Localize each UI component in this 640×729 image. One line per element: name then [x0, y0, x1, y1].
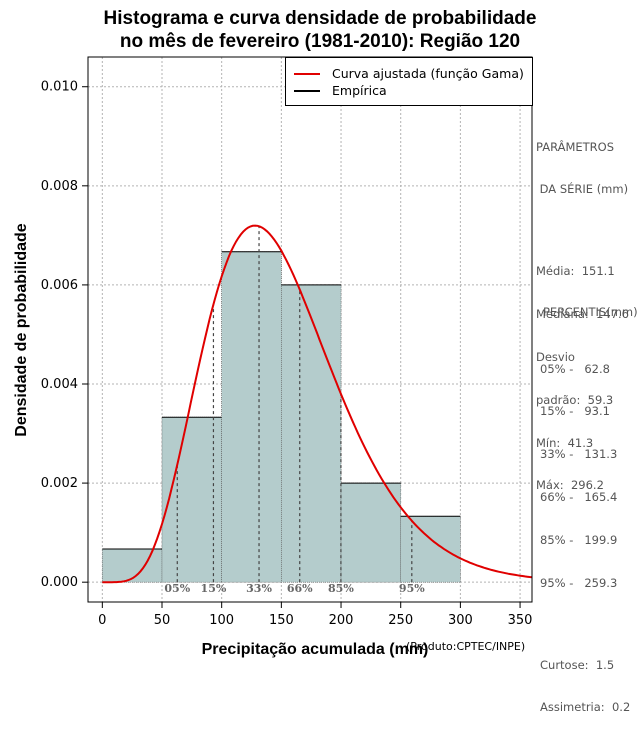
percentile-15: 15% - 93.1: [540, 404, 610, 419]
legend: Curva ajustada (função Gama) Empírica: [285, 57, 533, 106]
stat-std: padrão: 59.3: [536, 392, 614, 407]
y-tick-label: 0.000: [41, 575, 78, 590]
x-tick-label: 200: [329, 613, 354, 628]
legend-label-curve: Curva ajustada (função Gama): [332, 66, 524, 81]
side-panel-percentiles-title: PERCENTIS(mm): [543, 305, 638, 319]
x-tick-label: 0: [98, 613, 106, 628]
percentile-label: 95%: [399, 582, 425, 595]
percentile-85: 85% - 199.9: [540, 533, 618, 548]
stat-std-label: Desvio: [536, 349, 575, 364]
product-credit: (Produto:CPTEC/INPE): [406, 640, 526, 653]
x-tick-label: 350: [508, 613, 533, 628]
legend-swatch-curve: [294, 72, 320, 75]
histogram-bar: [161, 416, 222, 583]
percentile-66: 66% - 165.4: [540, 490, 618, 505]
legend-swatch-empirical: [294, 89, 320, 92]
histogram-bar: [400, 515, 461, 583]
stat-mean: Média: 151.1: [536, 263, 615, 278]
x-tick-label: 100: [209, 613, 234, 628]
histogram-bar: [221, 251, 282, 583]
stat-max: Máx: 296.2: [536, 478, 604, 493]
histogram-bar: [281, 284, 342, 583]
x-tick-label: 150: [269, 613, 294, 628]
legend-item-curve: Curva ajustada (função Gama): [294, 66, 524, 81]
stat-skewness: Assimetria: 0.2: [540, 700, 631, 715]
percentile-label: 85%: [328, 582, 354, 595]
percentile-33: 33% - 131.3: [540, 447, 618, 462]
percentile-label: 33%: [246, 582, 272, 595]
percentile-label: 05%: [164, 582, 190, 595]
y-tick-label: 0.008: [41, 179, 78, 194]
x-axis-label: Precipitação acumulada (mm): [201, 641, 429, 658]
percentile-label: 15%: [201, 582, 227, 595]
legend-item-empirical: Empírica: [294, 83, 387, 98]
y-axis-label: Densidade de probabilidade: [13, 223, 30, 437]
histogram-bar: [102, 548, 163, 583]
y-tick-label: 0.002: [41, 476, 78, 491]
x-tick-label: 250: [388, 613, 413, 628]
stat-min: Mín: 41.3: [536, 435, 594, 450]
chart-title-line1: Histograma e curva densidade de probabil…: [103, 8, 537, 29]
side-panel-parameters: PARÂMETROS DA SÉRIE (mm) Média: 151.1 Me…: [536, 111, 629, 507]
x-tick-label: 300: [448, 613, 473, 628]
chart-title-line2: no mês de fevereiro (1981-2010): Região …: [119, 31, 521, 52]
percentile-05: 05% - 62.8: [540, 361, 610, 376]
params-title-line2: DA SÉRIE (mm): [536, 182, 629, 197]
params-title-line1: PARÂMETROS: [536, 139, 615, 154]
histogram-chart: 05% 15% 33% 66% 85% 95% 0 50 100 150 200 250 300 350 0…: [41, 56, 533, 628]
histogram-bar: [340, 482, 402, 583]
percentile-95: 95% - 259.3: [540, 576, 618, 591]
stat-median: Mediana: 147.6: [536, 306, 629, 321]
y-tick-label: 0.006: [41, 278, 78, 293]
legend-label-empirical: Empírica: [332, 83, 387, 98]
y-tick-label: 0.004: [41, 377, 78, 392]
x-tick-label: 50: [154, 613, 171, 628]
percentile-label: 66%: [287, 582, 313, 595]
y-tick-label: 0.010: [41, 80, 78, 95]
gamma-curve: [102, 224, 532, 584]
side-panel-percentiles: 05% - 62.8 15% - 93.1 33% - 131.3 66% - …: [540, 333, 630, 729]
